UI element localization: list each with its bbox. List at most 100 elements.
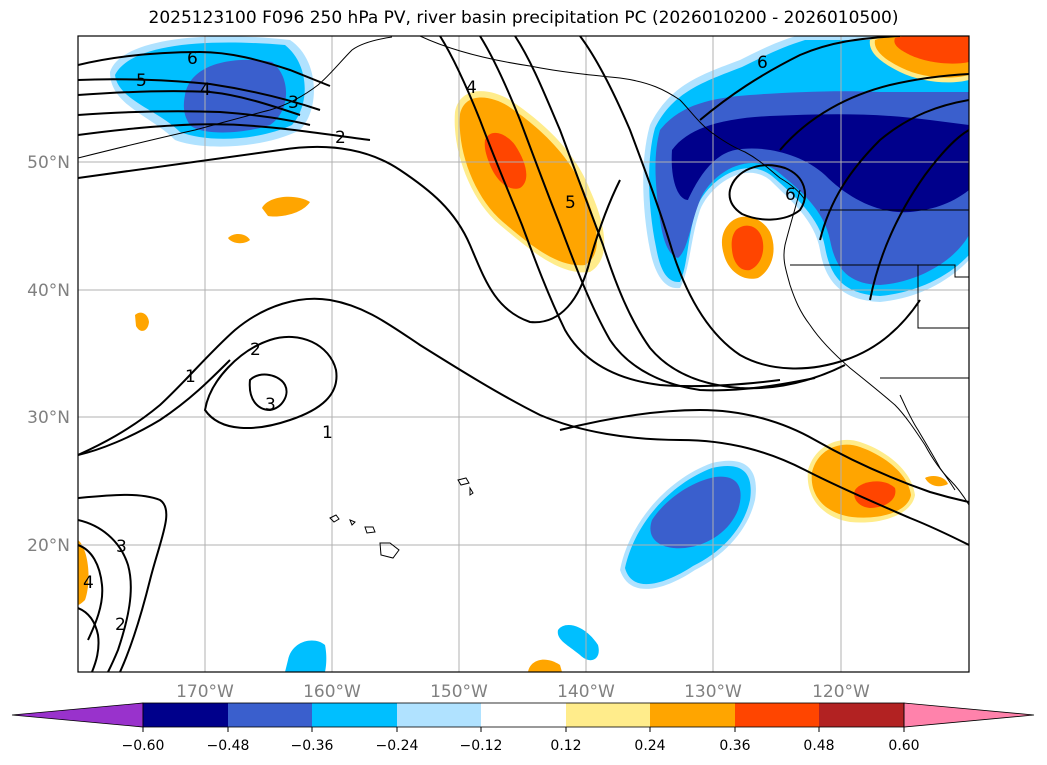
- contour-label: 4: [83, 573, 94, 593]
- contour-label: 2: [250, 340, 261, 360]
- contour-label: 1: [185, 367, 196, 387]
- shading-layer: [78, 36, 969, 672]
- contour-2-nw: [78, 123, 371, 141]
- coast-hawaii-1: [329, 514, 340, 523]
- map-title: 2025123100 F096 250 hPa PV, river basin …: [148, 8, 899, 28]
- lat-axis: 50°N 40°N 30°N 20°N: [27, 153, 70, 556]
- colorbar-segment: [481, 703, 566, 727]
- contour-3-loop: [248, 373, 288, 412]
- contour-label: 6: [785, 185, 796, 205]
- colorbar-tick-label: 0.48: [803, 738, 834, 754]
- contour-3-ne: [819, 99, 969, 241]
- contour-label: 4: [466, 78, 477, 98]
- colorbar-segment: [566, 703, 650, 727]
- colorbar-tick-label: −0.24: [376, 738, 419, 754]
- gridlines: [78, 36, 969, 672]
- contour-label: 5: [136, 71, 147, 91]
- colorbar-tick-label: −0.48: [207, 738, 250, 754]
- colorbar-tick-label: −0.60: [122, 738, 165, 754]
- plot-area: 6 5 4 3 2 5 4 6 6 2 3 1 1 3 4 2: [78, 36, 969, 672]
- shade-pnw-navy: [671, 114, 969, 213]
- contour-5-left: [78, 359, 231, 456]
- shade-small-2: [228, 234, 250, 244]
- contour-1-south: [559, 408, 969, 503]
- coast-border-4: [880, 377, 969, 400]
- contour-2-loop: [203, 335, 338, 429]
- colorbar: −0.60 −0.48 −0.36 −0.24 −0.12 0.12 0.24 …: [11, 702, 1035, 754]
- lat-label: 40°N: [27, 281, 70, 301]
- colorbar-segment: [819, 703, 904, 727]
- shade-baja-dark: [854, 481, 896, 508]
- contour-2-ne: [869, 129, 969, 301]
- shade-sub-dark: [650, 476, 741, 549]
- colorbar-segment: [397, 703, 481, 727]
- coast-island-a: [457, 477, 470, 486]
- contour-label: 2: [115, 615, 126, 635]
- contour-4-ne: [779, 73, 969, 151]
- contour-5-mid: [479, 36, 816, 392]
- contour-3-right: [579, 36, 921, 370]
- shade-small-7: [78, 540, 89, 605]
- coastlines: [78, 36, 969, 559]
- colorbar-ticks: [142, 727, 905, 732]
- coast-baja: [899, 394, 956, 491]
- contour-label: 4: [200, 80, 211, 100]
- contour-label: 6: [187, 49, 198, 69]
- contour-4-mid: [439, 36, 781, 388]
- colorbar-tick-labels: −0.60 −0.48 −0.36 −0.24 −0.12 0.12 0.24 …: [122, 738, 920, 754]
- contour-6-closed: [728, 164, 806, 221]
- coast-hawaii-3: [364, 526, 376, 534]
- pv-contours: [78, 36, 969, 672]
- shade-coast-red: [731, 225, 764, 271]
- lon-label: 170°W: [176, 682, 234, 702]
- colorbar-extend-low: [11, 702, 144, 728]
- colorbar-segment: [735, 703, 819, 727]
- contour-1-lower: [78, 493, 168, 672]
- contour-6-nw: [78, 50, 331, 87]
- lon-label: 150°W: [430, 682, 488, 702]
- colorbar-tick-label: 0.60: [888, 738, 919, 754]
- shade-small-3: [135, 312, 149, 331]
- coast-border-3: [917, 265, 969, 329]
- contour-2-left: [78, 607, 100, 672]
- contour-labels: 6 5 4 3 2 5 4 6 6 2 3 1 1 3 4 2: [83, 49, 796, 635]
- lon-axis: 170°W 160°W 150°W 140°W 130°W 120°W: [176, 682, 870, 702]
- contour-3-left: [78, 519, 132, 672]
- lat-label: 50°N: [27, 153, 70, 173]
- contour-label: 3: [265, 395, 276, 415]
- shade-tr-dark: [894, 36, 969, 64]
- colorbar-extend-high: [903, 702, 1035, 728]
- colorbar-segment: [228, 703, 312, 727]
- colorbar-tick-label: 0.12: [550, 738, 581, 754]
- shade-goa-dark: [484, 132, 527, 189]
- coast-hawaii-4: [379, 542, 400, 559]
- lat-label: 30°N: [27, 408, 70, 428]
- contour-label: 3: [116, 537, 127, 557]
- colorbar-outline: [142, 702, 905, 728]
- coast-island-b: [469, 486, 474, 496]
- lon-label: 130°W: [684, 682, 742, 702]
- colorbar-segment: [143, 703, 228, 727]
- lon-label: 120°W: [812, 682, 870, 702]
- shade-small-5: [557, 625, 599, 661]
- coast-border-2: [790, 264, 969, 278]
- colorbar-tick-label: −0.36: [291, 738, 334, 754]
- colorbar-segment: [650, 703, 735, 727]
- colorbar-tick-label: −0.12: [460, 738, 503, 754]
- lat-label: 20°N: [27, 536, 70, 556]
- contour-label: 6: [757, 53, 768, 73]
- colorbar-segment: [312, 703, 397, 727]
- colorbar-tick-label: 0.24: [634, 738, 665, 754]
- contour-1-main: [78, 297, 969, 546]
- plot-frame: [77, 35, 970, 673]
- shade-small-8: [925, 476, 948, 487]
- contour-label: 3: [288, 93, 299, 113]
- contour-3-nw: [78, 110, 311, 126]
- contour-5-nw: [78, 78, 321, 111]
- coast-hawaii-2: [349, 519, 356, 526]
- colorbar-tick-label: 0.36: [719, 738, 750, 754]
- contour-4-nw: [78, 90, 301, 116]
- shade-small-6: [528, 659, 562, 672]
- contour-6-mid: [514, 36, 846, 390]
